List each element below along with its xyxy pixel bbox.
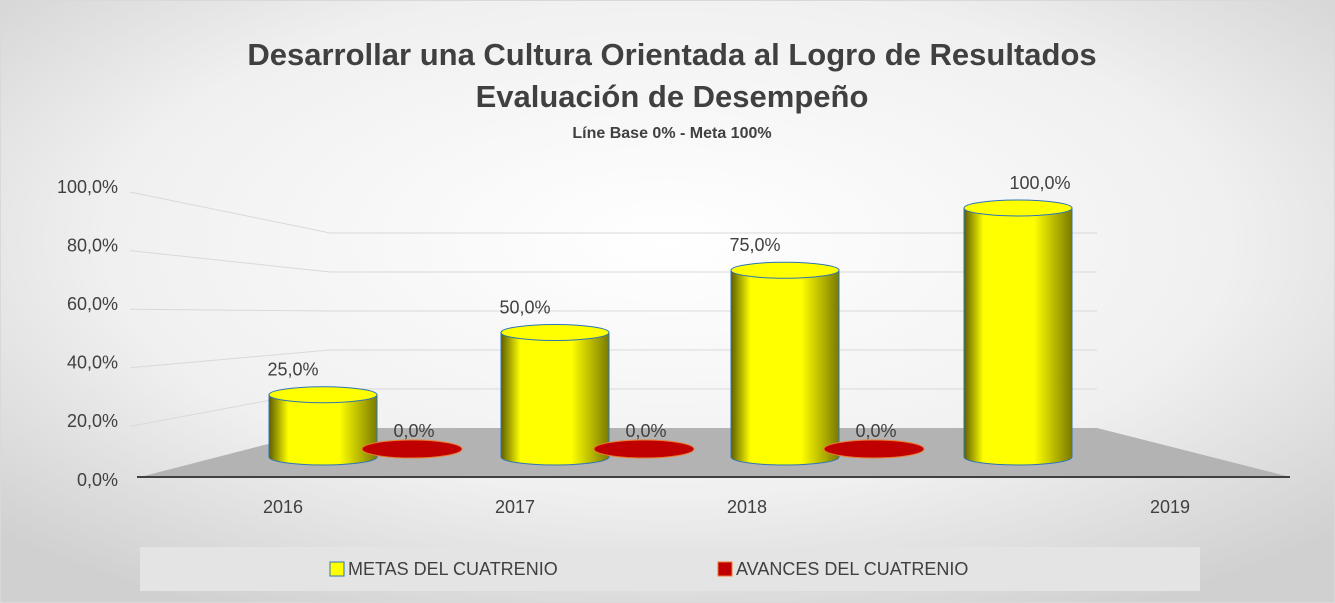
data-label: 75,0% [729,235,780,255]
bar [963,207,1073,466]
chart-subtitle: Líne Base 0% - Meta 100% [572,125,771,142]
grid-line [129,250,1097,273]
grid-line [129,349,1097,369]
y-tick-label: 60,0% [67,294,118,314]
y-tick-label: 100,0% [57,177,118,197]
y-tick-label: 0,0% [77,470,118,490]
data-label: 0,0% [855,421,896,441]
y-tick-label: 80,0% [67,235,118,255]
legend-swatch [329,561,345,577]
data-label: 25,0% [267,360,318,380]
bar [593,439,695,459]
x-tick-label: 2017 [495,497,535,517]
bar-top [500,324,610,341]
bar-top [963,199,1073,217]
chart-title: Evaluación de Desempeño [476,79,869,114]
bar [500,332,610,466]
legend-label: METAS DEL CUATRENIO [348,559,558,579]
bar [730,269,840,466]
y-tick-label: 40,0% [67,353,118,373]
x-tick-label: 2019 [1150,497,1190,517]
x-tick-label: 2018 [727,497,767,517]
data-label: 100,0% [1009,173,1070,193]
chart-title: Desarrollar una Cultura Orientada al Log… [247,37,1096,72]
grid-line [129,308,1097,312]
legend-label: AVANCES DEL CUATRENIO [736,559,968,579]
y-tick-label: 20,0% [67,411,118,431]
x-tick-label: 2016 [263,497,303,517]
data-label: 0,0% [625,421,666,441]
data-label: 0,0% [393,421,434,441]
bar-top [730,261,840,279]
legend-swatch [717,561,733,577]
bar [823,439,925,459]
bar [268,394,378,466]
legend-band [140,547,1200,591]
data-label: 50,0% [499,297,550,317]
bar [361,439,463,459]
bar-top [268,386,378,404]
grid-line [129,191,1097,234]
